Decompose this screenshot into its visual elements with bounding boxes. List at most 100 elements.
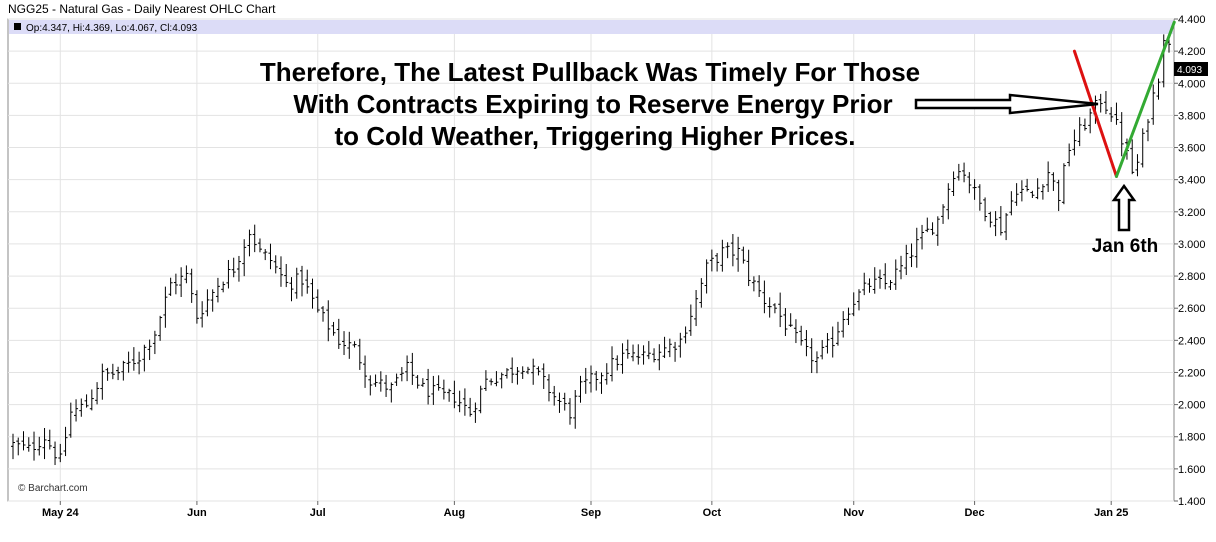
y-tick-label: 4.000	[1178, 78, 1206, 90]
ohlc-bar	[1088, 108, 1093, 134]
trend-lines	[1072, 20, 1176, 178]
ohlc-bar	[468, 397, 473, 417]
ohlc-bar	[483, 370, 488, 391]
ohlc-bar	[473, 402, 478, 423]
ohlc-bar	[1046, 161, 1051, 193]
ohlc-bar	[200, 301, 205, 328]
ohlc-bar	[977, 184, 982, 211]
y-tick-label: 2.400	[1178, 335, 1206, 347]
ohlc-bar	[962, 162, 967, 183]
ohlc-bar	[625, 339, 630, 359]
ohlc-bar	[814, 351, 819, 374]
ohlc-bar	[715, 253, 720, 272]
ohlc-bar	[951, 171, 956, 196]
ohlc-bar	[589, 365, 593, 393]
x-tick-label: Nov	[843, 507, 865, 519]
ohlc-bar	[804, 330, 809, 357]
ohlc-bar	[273, 255, 278, 274]
ohlc-bar	[231, 257, 236, 278]
ohlc-bar	[252, 224, 257, 253]
ohlc-bars	[11, 33, 1171, 466]
y-tick-label: 4.400	[1178, 14, 1206, 26]
ohlc-bar	[683, 326, 688, 344]
ohlc-bar	[657, 344, 662, 371]
ohlc-bar	[983, 197, 988, 222]
ohlc-bar	[415, 375, 420, 389]
ohlc-bar	[510, 357, 515, 384]
ohlc-bar	[163, 286, 168, 328]
ohlc-bar	[631, 344, 636, 362]
ohlc-bar	[1025, 178, 1030, 192]
y-axis: 4.400 4.200 4.000 3.800 3.600 3.400 3.200 3.000…	[1174, 14, 1206, 508]
ohlc-bar	[646, 341, 651, 360]
ohlc-bar	[278, 256, 283, 287]
ohlc-bar	[972, 179, 977, 200]
ohlc-bar	[835, 321, 840, 346]
ohlc-bar	[462, 388, 467, 416]
x-tick-label: Aug	[444, 507, 465, 519]
ohlc-bar	[709, 249, 714, 272]
ohlc-bar	[636, 344, 641, 365]
ohlc-bar	[1151, 84, 1156, 125]
last-price-label: 4.093	[1177, 65, 1202, 76]
ohlc-bar	[573, 390, 578, 429]
ohlc-bar	[363, 355, 368, 388]
ohlc-readout: Op:4.347, Hi:4.369, Lo:4.067, Cl:4.093	[26, 23, 198, 34]
ohlc-bar	[920, 224, 925, 250]
ohlc-bar	[504, 368, 509, 379]
ohlc-bar	[373, 374, 378, 387]
x-tick-label: Jan 25	[1094, 507, 1128, 519]
ohlc-bar	[431, 375, 436, 405]
ohlc-bar	[394, 373, 399, 386]
ohlc-bar	[904, 244, 909, 276]
ohlc-bar	[699, 278, 704, 308]
ohlc-bar	[641, 345, 646, 365]
ohlc-bar	[121, 360, 126, 381]
ohlc-bar	[567, 398, 572, 425]
ohlc-bar	[105, 367, 110, 381]
last-price-tag: 4.093	[1174, 62, 1208, 76]
ohlc-bar	[741, 246, 746, 264]
ohlc-bar	[830, 326, 835, 358]
ohlc-bar	[578, 375, 583, 403]
annotation-line-3: to Cold Weather, Triggering Higher Price…	[334, 121, 855, 151]
ohlc-bar	[137, 351, 142, 375]
ohlc-bar	[11, 433, 15, 460]
ohlc-bar	[100, 363, 105, 400]
ohlc-bar	[946, 183, 951, 220]
ohlc-bar	[841, 311, 846, 338]
ohlc-bar	[757, 275, 762, 297]
ohlc-bar	[294, 267, 299, 299]
x-tick-label: Dec	[964, 507, 984, 519]
ohlc-bar	[1082, 118, 1087, 131]
ohlc-bar	[883, 263, 888, 290]
ohlc-bar	[1035, 178, 1040, 200]
ohlc-bar	[79, 398, 84, 417]
ohlc-bar	[998, 206, 1003, 236]
ohlc-bar	[1056, 179, 1061, 212]
ohlc-bar	[378, 371, 383, 392]
x-tick-label: Jul	[310, 507, 326, 519]
ohlc-bar	[825, 332, 830, 354]
y-tick-label: 2.800	[1178, 271, 1206, 283]
ohlc-bar	[110, 363, 115, 380]
ohlc-bar	[783, 308, 788, 337]
y-tick-label: 3.200	[1178, 207, 1206, 219]
ohlc-bar	[63, 426, 68, 457]
ohlc-bar	[368, 375, 373, 396]
ohlc-bar	[441, 379, 446, 400]
y-tick-label: 1.600	[1178, 464, 1206, 476]
ohlc-bar	[1019, 180, 1024, 202]
readout-band	[9, 20, 1173, 34]
ohlc-bar	[878, 269, 882, 289]
ohlc-bar	[1098, 93, 1103, 113]
ohlc-bar	[95, 382, 100, 405]
ohlc-bar	[210, 289, 215, 312]
ohlc-bar	[993, 211, 998, 237]
ohlc-bar	[694, 290, 699, 327]
ohlc-bar	[867, 278, 872, 293]
ohlc-bar	[310, 278, 315, 309]
ohlc-bar	[851, 292, 856, 317]
ohlc-bar	[820, 339, 825, 360]
ohlc-bar	[37, 436, 42, 456]
